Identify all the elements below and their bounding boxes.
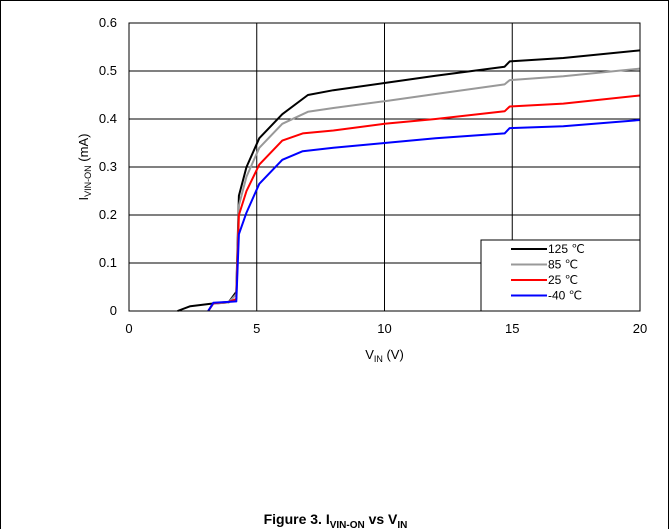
x-ticks: 0 5 10 15 20	[125, 321, 647, 336]
series-line-3	[207, 119, 641, 312]
legend: 125 ℃ 85 ℃25 ℃ -40 ℃	[480, 239, 641, 312]
x-tick-label: 5	[253, 321, 260, 336]
series-line-1	[207, 67, 641, 312]
caption-prefix: Figure 3. I	[263, 511, 330, 527]
y-tick-label: 0.5	[99, 63, 117, 78]
y-tick-label: 0.1	[99, 255, 117, 270]
y-tick-label: 0.3	[99, 159, 117, 174]
x-tick-label: 20	[633, 321, 647, 336]
legend-label-0: 125 ℃	[548, 242, 585, 256]
caption-sub-in: IN	[397, 519, 408, 531]
x-axis-label: VIN (V)	[365, 347, 404, 364]
caption-sub-vin-on: VIN-ON	[329, 519, 365, 531]
plot-area	[128, 22, 641, 312]
x-axis-label-unit: (V)	[383, 347, 404, 362]
figure-caption: Figure 3. IVIN-ON vs VIN	[0, 511, 671, 531]
x-tick-label: 10	[377, 321, 391, 336]
x-axis-label-sub: IN	[374, 354, 383, 364]
legend-label-2: 25 ℃	[548, 273, 578, 287]
legend-label-3: -40 ℃	[548, 289, 582, 303]
legend-label-1: 85 ℃	[548, 258, 578, 272]
x-tick-label: 15	[505, 321, 519, 336]
chart: 0 0.1 0.2 0.3 0.4 0.5 0.6 0 5 10 15 20 125 ℃ 85 ℃25…	[76, 15, 647, 364]
y-axis-label: IVIN-ON (mA)	[76, 134, 93, 201]
x-axis-label-main: V	[365, 347, 374, 362]
y-axis-label-unit: (mA)	[76, 134, 91, 166]
x-tick-label: 0	[125, 321, 132, 336]
y-axis-label-sub: VIN-ON	[83, 165, 93, 197]
y-tick-label: 0.6	[99, 15, 117, 30]
y-tick-label: 0.4	[99, 111, 117, 126]
series-lines	[177, 49, 641, 312]
y-axis-label-main: I	[76, 197, 91, 201]
caption-middle: vs V	[364, 511, 398, 527]
y-tick-label: 0	[110, 303, 117, 318]
y-tick-label: 0.2	[99, 207, 117, 222]
y-ticks: 0 0.1 0.2 0.3 0.4 0.5 0.6	[99, 15, 117, 318]
series-line-2	[207, 94, 641, 312]
legend-box	[480, 239, 641, 312]
